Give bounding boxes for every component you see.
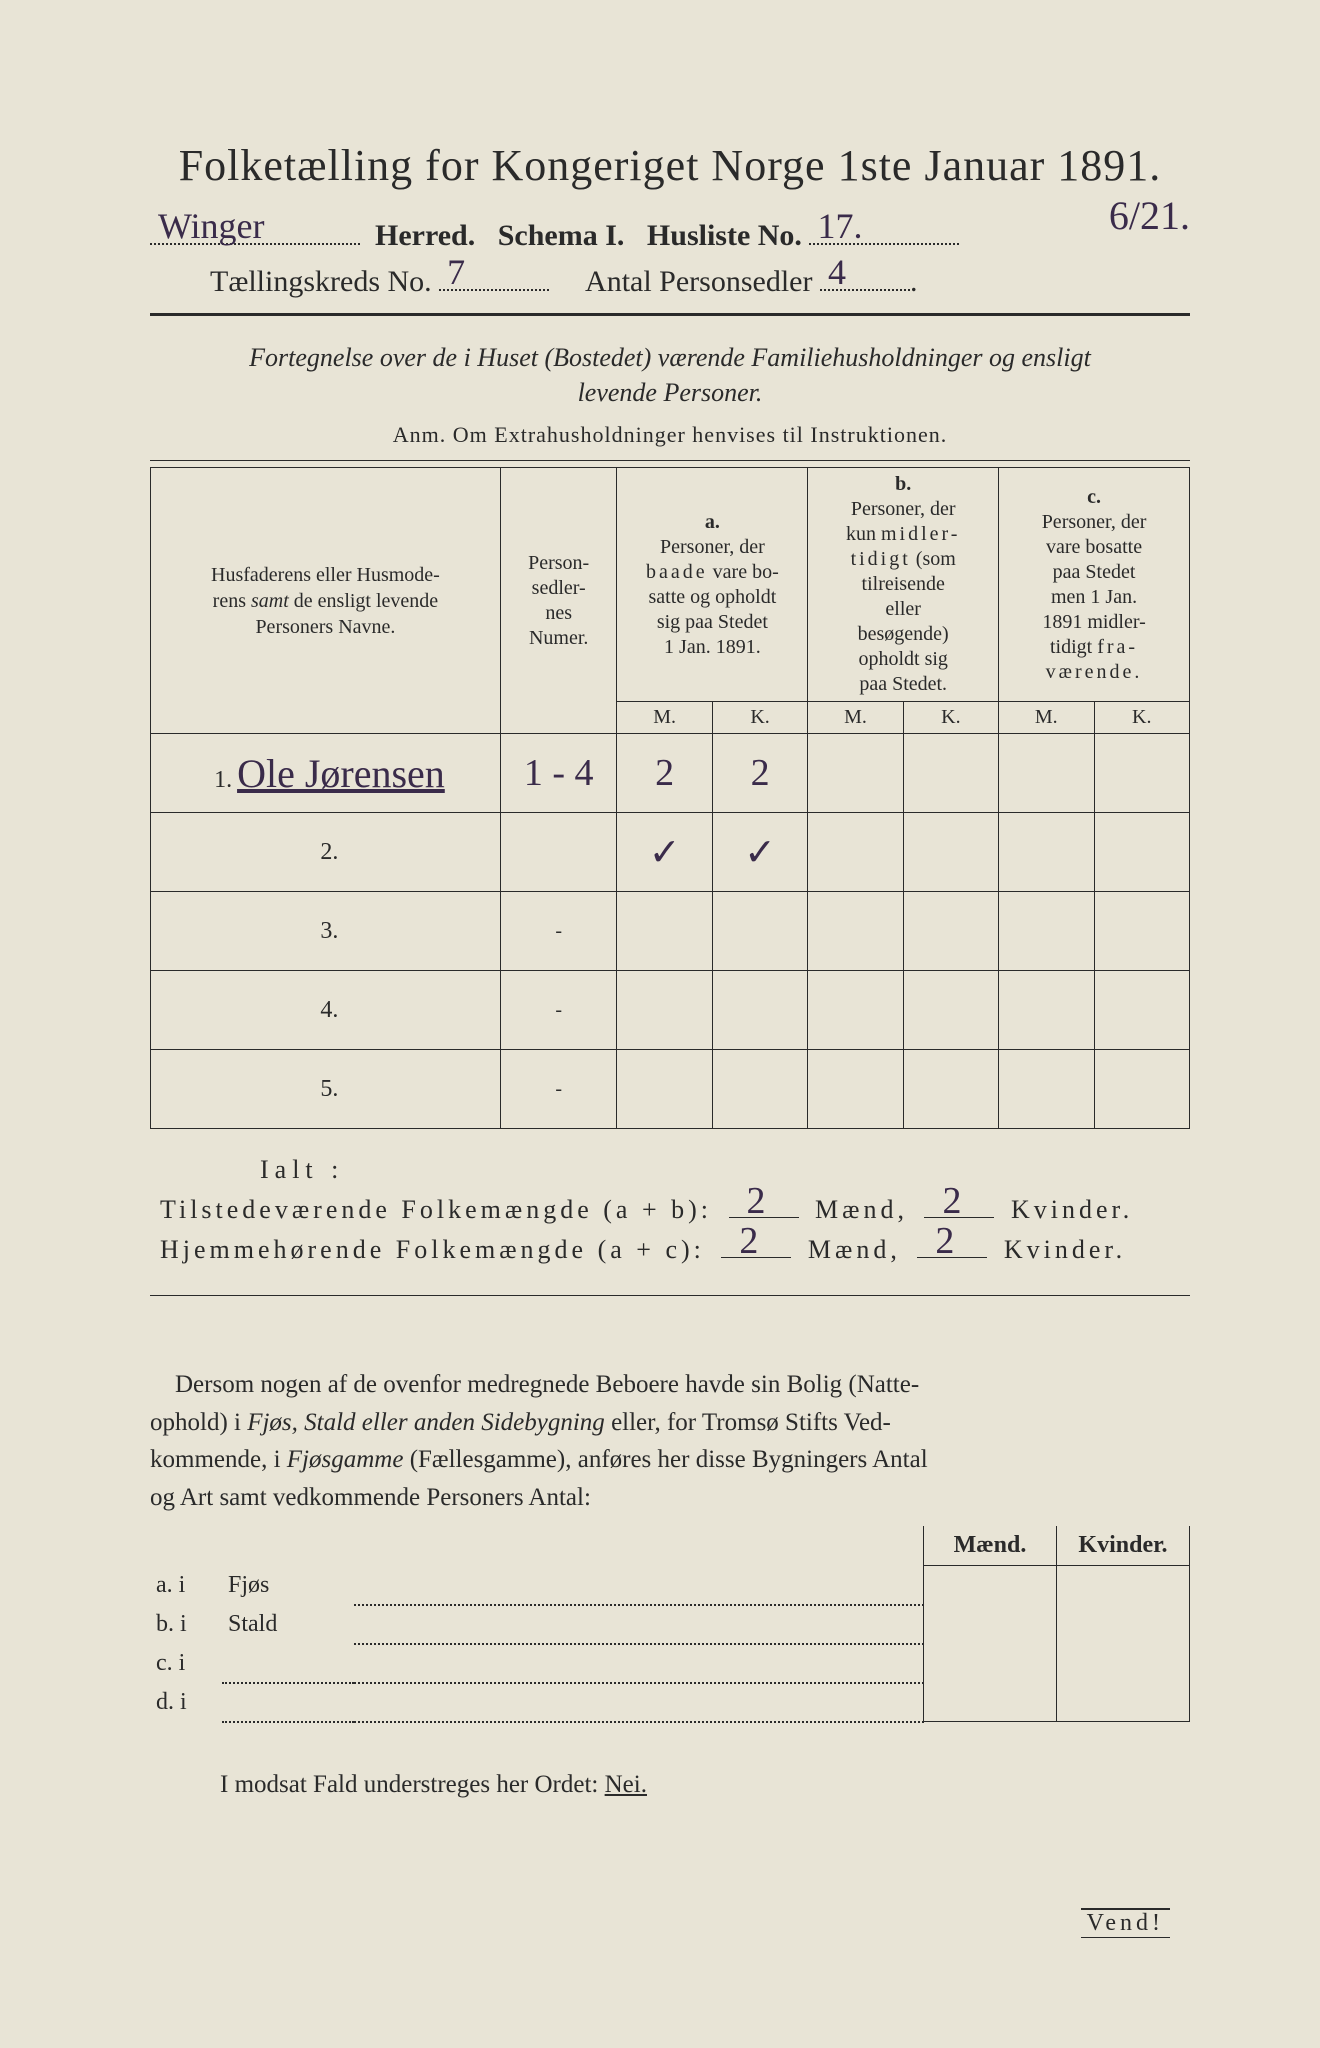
hdr-maend: Mænd. [924,1526,1057,1566]
herred-label: Herred. [375,219,475,252]
census-table: Husfaderens eller Husmode-rens samt de e… [150,467,1190,1129]
table-row: 3. - [151,892,1190,971]
antal-label: Antal Personsedler [585,265,812,298]
kreds-value: 7 [447,251,465,293]
kreds-label: Tællingskreds No. [210,265,432,298]
instruction-paragraph: Dersom nogen af de ovenfor medregnede Be… [150,1366,1190,1516]
table-row: d. i [150,1683,1190,1722]
col-a-k: K. [712,702,807,734]
col-b-k: K. [903,702,998,734]
anm-note: Anm. Om Extrahusholdninger henvises til … [150,422,1190,448]
ab-k: 2 [942,1179,965,1223]
col-num: Person-sedler-nesNumer. [500,468,617,734]
schema-label: Schema I. [498,219,625,252]
page-title: Folketælling for Kongeriget Norge 1ste J… [150,140,1190,191]
table-row: 4. - [151,971,1190,1050]
final-line: I modsat Fald understreges her Ordet: Ne… [220,1771,1190,1799]
ialt-label: Ialt : [260,1155,1190,1185]
herred-value: Winger [158,205,265,247]
turn-over-label: Vend! [1081,1908,1170,1938]
ab-m: 2 [747,1179,770,1223]
header-line-2: Tællingskreds No. 7 Antal Personsedler 4… [210,265,1190,299]
nei-word: Nei. [605,1771,647,1798]
col-b: b. Personer, derkun midler-tidigt (somti… [808,468,999,702]
col-names: Husfaderens eller Husmode-rens samt de e… [151,468,501,734]
header-line-1: Winger Herred. Schema I. Husliste No. 17… [150,219,1190,253]
table-row: 5. - [151,1050,1190,1129]
antal-value: 4 [828,251,846,293]
husliste-label: Husliste No. [647,219,802,252]
outbuilding-table: Mænd. Kvinder. a. i Fjøs b. i Stald c. i… [150,1526,1190,1723]
table-body: 1. Ole Jørensen 1 - 4 2 2 2. ✓ ✓ 3. - [151,734,1190,1129]
husliste-value: 17. [817,205,862,247]
census-form-page: Folketælling for Kongeriget Norge 1ste J… [0,0,1320,2048]
table-row: 1. Ole Jørensen 1 - 4 2 2 [151,734,1190,813]
col-c-k: K. [1094,702,1190,734]
table-row: c. i [150,1644,1190,1683]
divider-thin [150,1295,1190,1296]
row1-name: Ole Jørensen [237,751,445,796]
divider [150,313,1190,316]
col-b-m: M. [808,702,903,734]
divider-thin [150,460,1190,461]
total-line-ac: Hjemmehørende Folkemængde (a + c): 2 Mæn… [160,1235,1190,1265]
table-row: a. i Fjøs [150,1566,1190,1605]
ac-k: 2 [935,1219,958,1263]
col-a-m: M. [617,702,712,734]
col-c: c. Personer, dervare bosattepaa Stedetme… [999,468,1190,702]
subtitle: Fortegnelse over de i Huset (Bostedet) v… [150,340,1190,410]
col-c-m: M. [999,702,1094,734]
hdr-kvinder: Kvinder. [1057,1526,1190,1566]
ac-m: 2 [739,1219,762,1263]
table-row: b. i Stald [150,1605,1190,1644]
col-a: a. Personer, derbaade vare bo-satte og o… [617,468,808,702]
total-line-ab: Tilstedeværende Folkemængde (a + b): 2 M… [160,1195,1190,1225]
table-row: 2. ✓ ✓ [151,813,1190,892]
